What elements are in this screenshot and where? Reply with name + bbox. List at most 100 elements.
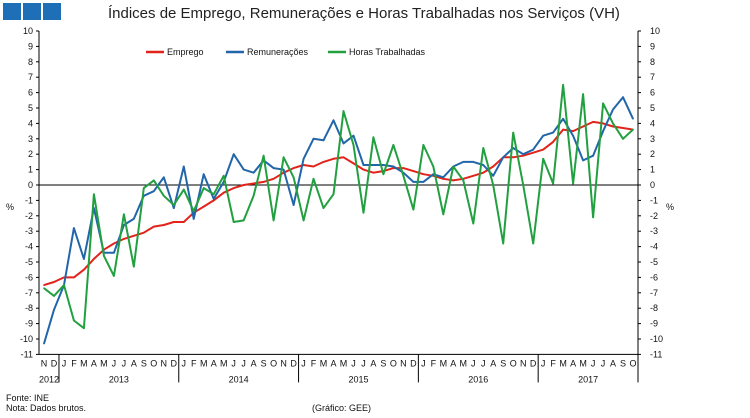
data-point [472, 161, 475, 163]
data-point [562, 117, 564, 120]
month-tick-label: S [141, 358, 147, 368]
data-point [212, 199, 215, 202]
y-tick-label-left: 7 [28, 72, 33, 82]
data-point [402, 174, 405, 177]
data-point [352, 144, 355, 146]
data-point [212, 193, 215, 196]
data-point [572, 134, 574, 137]
data-point [202, 173, 205, 176]
data-point [272, 219, 275, 222]
data-point [342, 142, 345, 145]
data-point [172, 207, 175, 209]
y-tick-label-right: -10 [650, 334, 663, 344]
data-point [133, 265, 135, 268]
data-point [382, 173, 385, 176]
data-point [43, 342, 45, 345]
data-point [392, 144, 395, 146]
month-tick-label: M [80, 358, 88, 368]
data-point [332, 119, 335, 122]
data-point [422, 144, 425, 146]
y-tick-label-left: -6 [25, 272, 33, 282]
y-tick-label-left: -5 [25, 257, 33, 267]
month-tick-label: S [500, 358, 506, 368]
data-point [602, 102, 604, 105]
month-tick-label: J [122, 358, 127, 368]
month-tick-label: O [510, 358, 517, 368]
data-point [492, 165, 495, 168]
legend-label: Emprego [167, 47, 204, 57]
month-tick-label: J [62, 358, 67, 368]
month-tick-label: J [481, 358, 486, 368]
data-point [462, 161, 465, 163]
data-point [412, 208, 415, 211]
data-point [292, 176, 295, 179]
data-point [442, 176, 445, 179]
data-point [632, 117, 634, 120]
data-point [312, 178, 315, 180]
month-tick-label: S [261, 358, 267, 368]
data-point [542, 158, 544, 160]
y-tick-label-right: -1 [650, 195, 658, 205]
month-tick-label: F [431, 358, 437, 368]
data-point [43, 284, 45, 286]
month-tick-label: F [311, 358, 317, 368]
data-point [192, 210, 195, 212]
data-point [73, 227, 75, 229]
data-point [542, 148, 544, 151]
data-point [282, 156, 285, 159]
data-point [312, 138, 315, 140]
data-point [482, 171, 485, 174]
month-tick-label: O [270, 358, 277, 368]
chart-title: Índices de Emprego, Remunerações e Horas… [108, 5, 620, 22]
data-point [472, 174, 475, 177]
month-tick-label: A [610, 358, 616, 368]
y-tick-label-right: -6 [650, 272, 658, 282]
data-point [432, 165, 435, 168]
data-point [53, 281, 55, 283]
month-tick-label: O [150, 358, 157, 368]
data-point [133, 218, 135, 220]
data-point [153, 190, 155, 192]
month-tick-label: J [112, 358, 117, 368]
data-point [542, 134, 544, 137]
y-tick-label-left: 6 [28, 88, 33, 98]
month-tick-label: N [161, 358, 168, 368]
y-tick-label-left: 1 [28, 165, 33, 175]
month-tick-label: D [290, 358, 297, 368]
data-point [113, 251, 115, 254]
y-tick-label-left: 9 [28, 41, 33, 51]
data-point [532, 151, 534, 154]
data-point [552, 141, 554, 143]
month-tick-label: A [370, 358, 376, 368]
data-point [612, 125, 614, 128]
month-tick-label: M [340, 358, 348, 368]
data-point [582, 93, 584, 95]
data-point [382, 164, 385, 166]
data-point [622, 138, 624, 140]
data-point [372, 171, 375, 174]
y-tick-label-right: -7 [650, 288, 658, 298]
data-point [572, 130, 574, 132]
y-axis-unit-left: % [6, 202, 14, 212]
data-point [172, 204, 175, 206]
y-tick-label-left: 2 [28, 149, 33, 159]
data-point [332, 158, 335, 160]
month-tick-label: A [570, 358, 576, 368]
legend-label: Horas Trabalhadas [349, 47, 426, 57]
y-tick-label-right: -3 [650, 226, 658, 236]
y-tick-label-right: -11 [650, 349, 662, 359]
data-point [202, 187, 205, 189]
month-tick-label: M [220, 358, 228, 368]
data-point [372, 136, 375, 139]
month-tick-label: M [579, 358, 587, 368]
y-tick-label-left: -10 [20, 334, 33, 344]
month-tick-label: J [182, 358, 187, 368]
y-tick-label-right: 9 [650, 41, 655, 51]
data-point [632, 128, 634, 131]
data-point [352, 162, 355, 165]
month-tick-label: F [191, 358, 197, 368]
month-tick-label: J [601, 358, 606, 368]
data-point [422, 181, 425, 183]
y-tick-label-right: 5 [650, 103, 655, 113]
